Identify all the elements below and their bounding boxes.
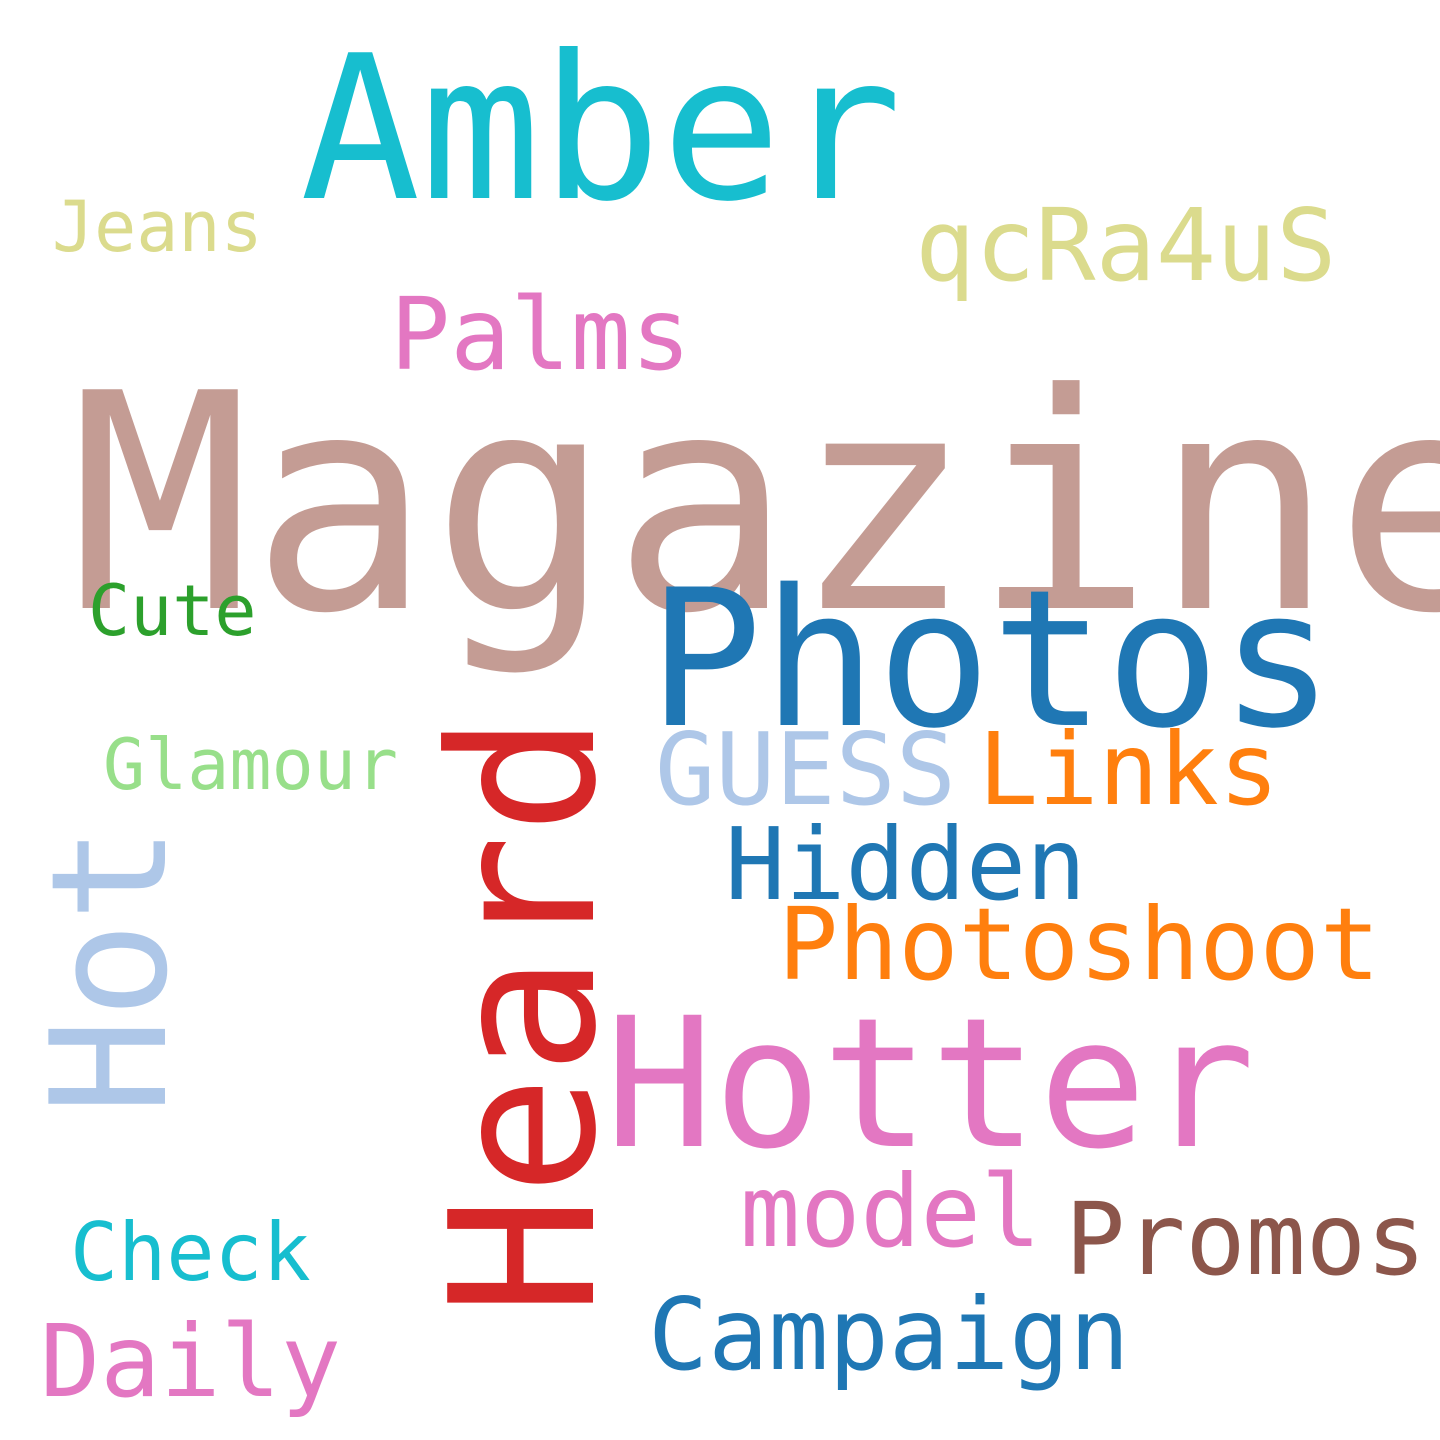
word-cute: Cute (88, 570, 257, 652)
word-daily: Daily (40, 1303, 342, 1420)
word-photoshoot: Photoshoot (778, 886, 1381, 1003)
word-guess: GUESS (655, 711, 957, 828)
word-qcra4us: qcRa4uS (915, 187, 1337, 304)
word-jeans: Jeans (52, 186, 263, 268)
word-check: Check (70, 1206, 311, 1299)
word-glamour: Glamour (103, 724, 399, 806)
word-magazine: Magazine (70, 330, 1440, 679)
word-model: model (740, 1153, 1042, 1270)
word-palms: Palms (390, 276, 692, 393)
word-links: Links (978, 711, 1280, 828)
word-amber: Amber (300, 13, 903, 246)
word-hot: Hot (16, 825, 203, 1115)
word-campaign: Campaign (648, 1276, 1130, 1393)
word-promos: Promos (1065, 1181, 1427, 1298)
word-heard: Heard (408, 713, 641, 1317)
word-hotter: Hotter (605, 980, 1256, 1189)
word-photos: Photos (648, 549, 1335, 770)
word-hidden: Hidden (725, 806, 1087, 923)
